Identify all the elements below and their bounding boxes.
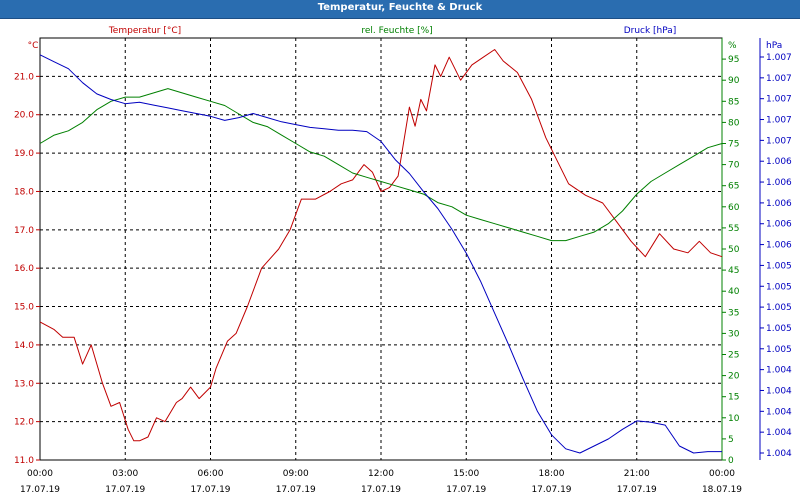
pressure-tick-label: 1.007 [766, 74, 792, 84]
x-tick-time-label: 15:00 [453, 469, 479, 479]
x-tick-date-label: 17.07.19 [617, 485, 657, 495]
pressure-tick-label: 1.004 [766, 449, 792, 459]
temperature-tick-label: 20.0 [14, 111, 34, 121]
legend-temperature: Temperatur [°C] [108, 26, 181, 36]
legend-humidity: rel. Feuchte [%] [361, 26, 432, 36]
humidity-tick-label: 80 [728, 118, 740, 128]
pressure-tick-label: 1.007 [766, 136, 792, 146]
pressure-line [39, 54, 722, 454]
x-tick-time-label: 18:00 [539, 469, 565, 479]
temperature-tick-label: 15.0 [14, 303, 34, 313]
temperature-tick-label: 17.0 [14, 226, 34, 236]
temperature-tick-label: 19.0 [14, 149, 34, 159]
humidity-tick-label: 30 [728, 329, 740, 339]
x-tick-time-label: 12:00 [368, 469, 394, 479]
x-tick-date-label: 17.07.19 [105, 485, 145, 495]
humidity-tick-label: 5 [728, 435, 734, 445]
x-tick-date-label: 17.07.19 [361, 485, 401, 495]
pressure-tick-label: 1.007 [766, 116, 792, 126]
x-tick-date-label: 17.07.19 [276, 485, 316, 495]
temperature-tick-label: 12.0 [14, 418, 34, 428]
pressure-tick-label: 1.004 [766, 366, 792, 376]
humidity-line [39, 88, 723, 242]
humidity-tick-label: 10 [728, 414, 740, 424]
pressure-tick-label: 1.007 [766, 53, 792, 63]
pressure-tick-label: 1.005 [766, 303, 792, 313]
pressure-unit-label: hPa [766, 41, 782, 51]
humidity-tick-label: 60 [728, 203, 740, 213]
humidity-tick-label: 90 [728, 76, 740, 86]
humidity-tick-label: 0 [728, 456, 734, 466]
x-tick-time-label: 09:00 [283, 469, 309, 479]
x-tick-time-label: 03:00 [112, 469, 138, 479]
title-bar: Temperatur, Feuchte & Druck [0, 0, 800, 19]
humidity-tick-label: 25 [728, 351, 739, 361]
pressure-tick-label: 1.004 [766, 386, 792, 396]
temperature-tick-label: 14.0 [14, 341, 34, 351]
x-tick-time-label: 00:00 [27, 469, 53, 479]
chart-title: Temperatur, Feuchte & Druck [317, 2, 483, 13]
temperature-tick-label: 16.0 [14, 264, 34, 274]
x-tick-date-label: 17.07.19 [190, 485, 230, 495]
pressure-tick-label: 1.005 [766, 282, 792, 292]
temperature-tick-label: 21.0 [14, 72, 34, 82]
x-tick-date-label: 17.07.19 [531, 485, 571, 495]
pressure-tick-label: 1.007 [766, 95, 792, 105]
pressure-tick-label: 1.006 [766, 241, 792, 251]
x-tick-date-label: 17.07.19 [446, 485, 486, 495]
x-tick-date-label: 18.07.19 [702, 485, 742, 495]
humidity-tick-label: 20 [728, 372, 740, 382]
humidity-unit-label: % [728, 41, 737, 51]
temperature-line [39, 49, 723, 442]
temperature-unit-label: °C [28, 41, 39, 51]
humidity-tick-label: 55 [728, 224, 739, 234]
pressure-tick-label: 1.005 [766, 345, 792, 355]
humidity-tick-label: 70 [728, 161, 740, 171]
temperature-tick-label: 11.0 [14, 456, 34, 466]
humidity-tick-label: 40 [728, 287, 740, 297]
humidity-tick-label: 95 [728, 55, 739, 65]
legend-pressure: Druck [hPa] [624, 26, 677, 36]
temperature-tick-label: 18.0 [14, 187, 34, 197]
humidity-tick-label: 35 [728, 308, 739, 318]
temperature-tick-label: 13.0 [14, 379, 34, 389]
pressure-tick-label: 1.006 [766, 220, 792, 230]
pressure-tick-label: 1.005 [766, 261, 792, 271]
x-tick-time-label: 21:00 [624, 469, 650, 479]
x-tick-date-label: 17.07.19 [20, 485, 60, 495]
humidity-tick-label: 75 [728, 140, 739, 150]
humidity-tick-label: 45 [728, 266, 739, 276]
humidity-tick-label: 65 [728, 182, 739, 192]
humidity-tick-label: 50 [728, 245, 740, 255]
pressure-tick-label: 1.006 [766, 157, 792, 167]
pressure-tick-label: 1.004 [766, 428, 792, 438]
pressure-tick-label: 1.004 [766, 407, 792, 417]
pressure-tick-label: 1.006 [766, 178, 792, 188]
pressure-tick-label: 1.006 [766, 199, 792, 209]
humidity-tick-label: 15 [728, 393, 739, 403]
x-tick-time-label: 00:00 [709, 469, 735, 479]
x-tick-time-label: 06:00 [198, 469, 224, 479]
pressure-tick-label: 1.005 [766, 324, 792, 334]
humidity-tick-label: 85 [728, 97, 739, 107]
